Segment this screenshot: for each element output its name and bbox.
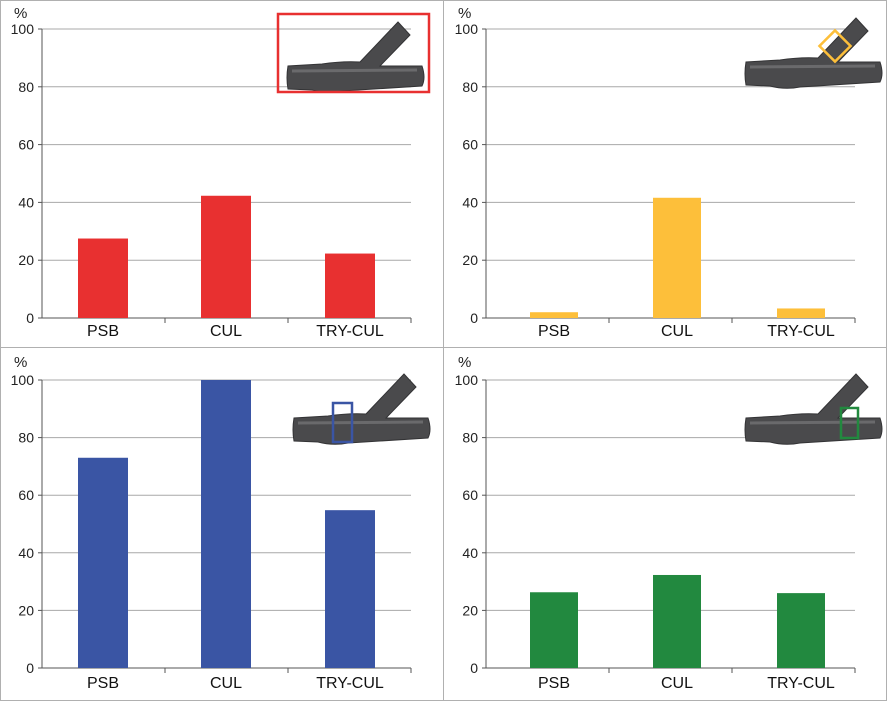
bar-chart: 0 20 40 60 80 100% PSB CUL TRY-CUL [11,5,431,340]
pipe-junction-shape [744,17,883,89]
pipe-highlight [291,68,418,73]
x-category-label: TRY-CUL [767,675,835,692]
pipe-inset [276,12,431,94]
bar-cul [653,574,701,668]
y-tick-label: 0 [470,660,478,676]
bar-try-cul [325,510,375,668]
bar-psb [530,592,578,668]
y-tick-label: 100 [455,372,479,388]
pipe-junction-shape [292,373,431,445]
pipe-inset [292,373,431,445]
y-tick-label: 80 [462,79,478,95]
bar-psb [530,312,578,318]
pipe-highlight [297,420,424,425]
y-tick-label: 80 [18,430,34,446]
y-tick-label: 100 [11,372,35,388]
y-tick-label: 40 [462,194,478,210]
bar-cul [201,380,251,668]
inset-outline-box [331,401,354,444]
bar-chart: 0 20 40 60 80 100% PSB CUL TRY-CUL [455,354,883,692]
pipe-highlight [749,64,876,69]
chart-panel-top-right: 0 20 40 60 80 100% PSB CUL TRY-CUL [444,0,887,347]
x-category-label: PSB [538,323,570,340]
y-tick-label: 80 [462,430,478,446]
pipe-inset [744,373,883,445]
inset-outline-box [839,406,860,440]
x-category-label: CUL [661,675,693,692]
y-tick-label: 60 [462,487,478,503]
bar-try-cul [325,253,375,318]
y-tick-label: 40 [18,545,34,561]
inset-outline-box [276,12,431,94]
x-category-label: PSB [538,675,570,692]
chart-panel-bottom-left: 0 20 40 60 80 100% PSB CUL TRY-CUL [0,348,443,701]
pipe-highlight [749,420,876,425]
outer-border-top [0,0,887,1]
y-tick-label: 0 [26,310,34,326]
y-tick-label: 100 [455,21,479,37]
pipe-inset [744,17,883,89]
y-axis-unit-label: % [14,354,27,371]
x-category-label: PSB [87,323,119,340]
y-tick-label: 60 [462,137,478,153]
horizontal-divider [0,347,887,348]
bar-chart: 0 20 40 60 80 100% PSB CUL TRY-CUL [11,354,431,692]
y-axis-unit-label: % [458,354,471,371]
y-tick-label: 0 [26,660,34,676]
y-tick-label: 60 [18,137,34,153]
x-category-label: TRY-CUL [767,323,835,340]
y-tick-label: 80 [18,79,34,95]
x-category-label: TRY-CUL [316,323,384,340]
x-category-label: TRY-CUL [316,675,384,692]
bar-cul [201,195,251,318]
chart-panel-bottom-right: 0 20 40 60 80 100% PSB CUL TRY-CUL [444,348,887,701]
y-tick-label: 40 [462,545,478,561]
y-axis-unit-label: % [14,5,27,22]
pipe-junction-shape [744,373,883,445]
y-tick-label: 0 [470,310,478,326]
y-tick-label: 100 [11,21,35,37]
x-category-label: CUL [210,323,242,340]
bar-cul [653,197,701,318]
bar-chart: 0 20 40 60 80 100% PSB CUL TRY-CUL [455,5,883,340]
inset-outline-box [817,28,853,64]
x-category-label: CUL [661,323,693,340]
bar-try-cul [777,308,825,318]
y-tick-label: 20 [462,602,478,618]
pipe-junction-shape [286,21,425,93]
y-tick-label: 20 [18,252,34,268]
y-tick-label: 20 [462,252,478,268]
bar-psb [78,457,128,668]
x-category-label: CUL [210,675,242,692]
chart-panel-top-left: 0 20 40 60 80 100% PSB CUL TRY-CUL [0,0,443,347]
outer-border-left [0,0,1,701]
vertical-divider [443,0,444,701]
y-tick-label: 20 [18,602,34,618]
y-tick-label: 60 [18,487,34,503]
y-tick-label: 40 [18,194,34,210]
bar-try-cul [777,593,825,668]
x-category-label: PSB [87,675,119,692]
y-axis-unit-label: % [458,5,471,22]
bar-psb [78,238,128,318]
